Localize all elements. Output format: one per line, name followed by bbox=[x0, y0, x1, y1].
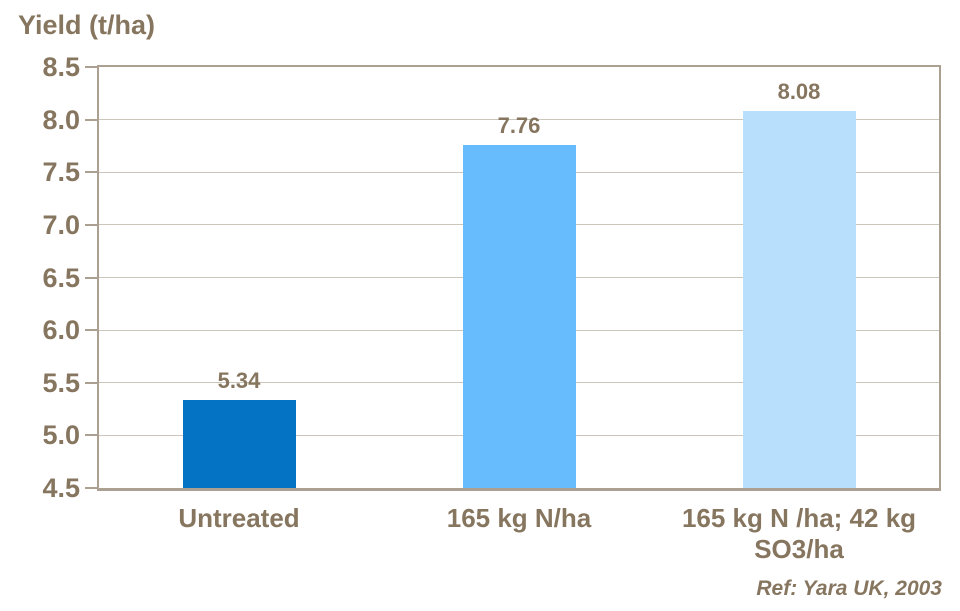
y-axis-tick-mark bbox=[85, 66, 97, 68]
y-axis-tick-label: 7.0 bbox=[42, 209, 80, 240]
y-axis-tick-mark bbox=[85, 329, 97, 332]
bar bbox=[742, 111, 856, 488]
y-axis-tick-label: 5.5 bbox=[42, 367, 80, 398]
y-axis-tick-label: 8.0 bbox=[42, 104, 80, 135]
x-axis-category-label: Untreated bbox=[178, 503, 300, 533]
bar bbox=[182, 400, 296, 488]
bar bbox=[462, 145, 576, 488]
y-axis-tick-mark bbox=[85, 118, 97, 121]
bar-value-label: 8.08 bbox=[777, 79, 821, 104]
y-axis-tick-mark bbox=[85, 487, 97, 489]
y-axis-tick-mark bbox=[85, 381, 97, 384]
y-axis-tick-label: 8.5 bbox=[42, 52, 80, 82]
y-axis-tick-label: 6.0 bbox=[42, 315, 80, 346]
y-axis-tick-label: 4.5 bbox=[42, 473, 80, 503]
x-axis-category-label: 165 kg N/ha bbox=[446, 503, 592, 533]
y-axis-tick-label: 5.0 bbox=[42, 420, 80, 451]
chart-title: Yield (t/ha) bbox=[18, 10, 156, 40]
y-axis-tick-label: 6.5 bbox=[42, 262, 80, 293]
x-axis-category-label: 165 kg N /ha; 42 kg SO3/ha bbox=[681, 503, 917, 564]
y-axis-tick-mark bbox=[85, 276, 97, 279]
bar-value-label: 5.34 bbox=[217, 368, 261, 393]
y-axis-tick-mark bbox=[85, 223, 97, 226]
bar-value-label: 7.76 bbox=[497, 113, 541, 138]
y-axis-tick-mark bbox=[85, 171, 97, 174]
plot-area: 5.34 7.76 8.08 bbox=[97, 65, 941, 491]
y-axis-tick-label: 7.5 bbox=[42, 157, 80, 188]
reference-text: Ref: Yara UK, 2003 bbox=[756, 577, 942, 600]
y-axis-tick-mark bbox=[85, 434, 97, 437]
gridline bbox=[99, 119, 939, 121]
